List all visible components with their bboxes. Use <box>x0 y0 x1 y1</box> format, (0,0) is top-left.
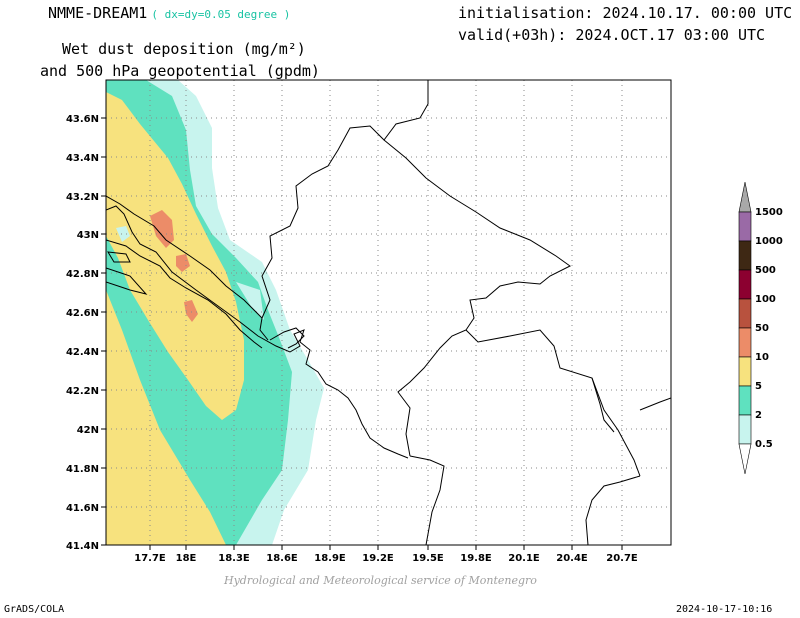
deposition-pocket-0.5 <box>236 282 264 320</box>
lat-tick-label: 42.8N <box>66 269 99 280</box>
peljesac-outline <box>106 239 263 349</box>
lat-tick-label: 43.4N <box>66 153 99 164</box>
credit-line: Hydrological and Meteorological service … <box>224 574 537 587</box>
lon-tick-label: 20.4E <box>556 553 588 564</box>
lon-tick-label: 20.7E <box>606 553 638 564</box>
colorbar-swatch-0.5 <box>738 414 752 445</box>
colorbar-label: 100 <box>755 294 776 305</box>
bih-montenegro-border <box>261 80 429 319</box>
variable-title-line2: and 500 hPa geopotential (gpdm) <box>40 62 320 80</box>
resolution-note: ( dx=dy=0.05 degree ) <box>151 8 291 21</box>
lat-tick-labels: 41.4N 41.6N 41.8N 42N 42.2N 42.4N 42.6N … <box>66 114 99 552</box>
serbia-montenegro-border <box>383 139 571 457</box>
colorbar-swatch-50 <box>738 298 752 329</box>
borders-coastline <box>106 80 671 545</box>
lat-tick-label: 42.2N <box>66 386 99 397</box>
colorbar-bottom-arrow <box>738 443 752 475</box>
initialisation-time: initialisation: 2024.10.17. 00:00 UTC <box>458 4 793 22</box>
island-mljet <box>107 251 131 263</box>
lat-tick-label: 43.6N <box>66 114 99 125</box>
macedonia-border <box>591 377 615 433</box>
lat-tick-label: 41.4N <box>66 541 99 552</box>
colorbar-label: 5 <box>755 381 762 392</box>
colorbar-label: 2 <box>755 410 762 421</box>
software-label: GrADS/COLA <box>4 604 65 615</box>
colorbar-label: 0.5 <box>755 439 773 450</box>
lon-tick-label: 20.1E <box>508 553 540 564</box>
model-name: NMME-DREAM1 <box>48 4 148 22</box>
lat-tick-label: 42.6N <box>66 308 99 319</box>
lat-tick-label: 43.2N <box>66 192 99 203</box>
colorbar-label: 10 <box>755 352 769 363</box>
deposition-spot-10-a <box>150 210 174 248</box>
lon-tick-label: 18E <box>176 553 197 564</box>
render-timestamp: 2024-10-17-10:16 <box>676 604 773 615</box>
lon-tick-label: 18.6E <box>266 553 298 564</box>
lon-tick-label: 18.3E <box>218 553 250 564</box>
colorbar-swatch-10 <box>738 327 752 358</box>
bih-border <box>106 195 269 341</box>
lon-tick-label: 19.8E <box>460 553 492 564</box>
map-plot-area <box>106 80 671 545</box>
colorbar-swatch-1000 <box>738 211 752 242</box>
lat-tick-label: 41.6N <box>66 503 99 514</box>
colorbar <box>738 181 752 475</box>
variable-title-line1: Wet dust deposition (mg/m²) <box>62 40 306 58</box>
model-title: NMME-DREAM1( dx=dy=0.05 degree ) <box>48 4 290 22</box>
lon-tick-labels: 17.7E 18E 18.3E 18.6E 18.9E 19.2E 19.5E … <box>134 553 638 564</box>
lon-tick-label: 19.5E <box>412 553 444 564</box>
lon-tick-label: 18.9E <box>314 553 346 564</box>
south-border <box>585 475 641 545</box>
colorbar-label: 1000 <box>755 236 783 247</box>
deposition-islet-0.5 <box>116 226 130 242</box>
colorbar-top-arrow <box>738 181 752 213</box>
valid-time: valid(+03h): 2024.OCT.17 03:00 UTC <box>458 26 766 44</box>
colorbar-swatch-500 <box>738 240 752 271</box>
deposition-band-5 <box>106 92 244 420</box>
lon-tick-label: 19.2E <box>362 553 394 564</box>
island-korcula <box>106 267 148 295</box>
lat-tick-label: 42N <box>77 425 99 436</box>
colorbar-label: 50 <box>755 323 769 334</box>
albania-border <box>409 455 445 545</box>
coastline <box>106 205 409 459</box>
lat-tick-label: 41.8N <box>66 464 99 475</box>
colorbar-label: 1500 <box>755 207 783 218</box>
colorbar-labels: 0.5 2 5 10 50 100 500 1000 1500 <box>755 207 783 450</box>
lat-tick-label: 42.4N <box>66 347 99 358</box>
colorbar-swatch-2 <box>738 385 752 416</box>
deposition-band-5-south <box>106 290 226 545</box>
east-border <box>639 397 671 411</box>
tick-marks <box>101 117 623 550</box>
deposition-spot-10-c <box>184 300 198 322</box>
colorbar-swatch-5 <box>738 356 752 387</box>
colorbar-label: 500 <box>755 265 776 276</box>
lat-tick-label: 43N <box>77 230 99 241</box>
colorbar-swatch-100 <box>738 269 752 300</box>
lon-tick-label: 17.7E <box>134 553 166 564</box>
graticule <box>106 80 671 545</box>
deposition-spot-10-b <box>176 254 190 272</box>
kosovo-border <box>465 329 641 477</box>
bay-of-kotor <box>269 327 305 349</box>
